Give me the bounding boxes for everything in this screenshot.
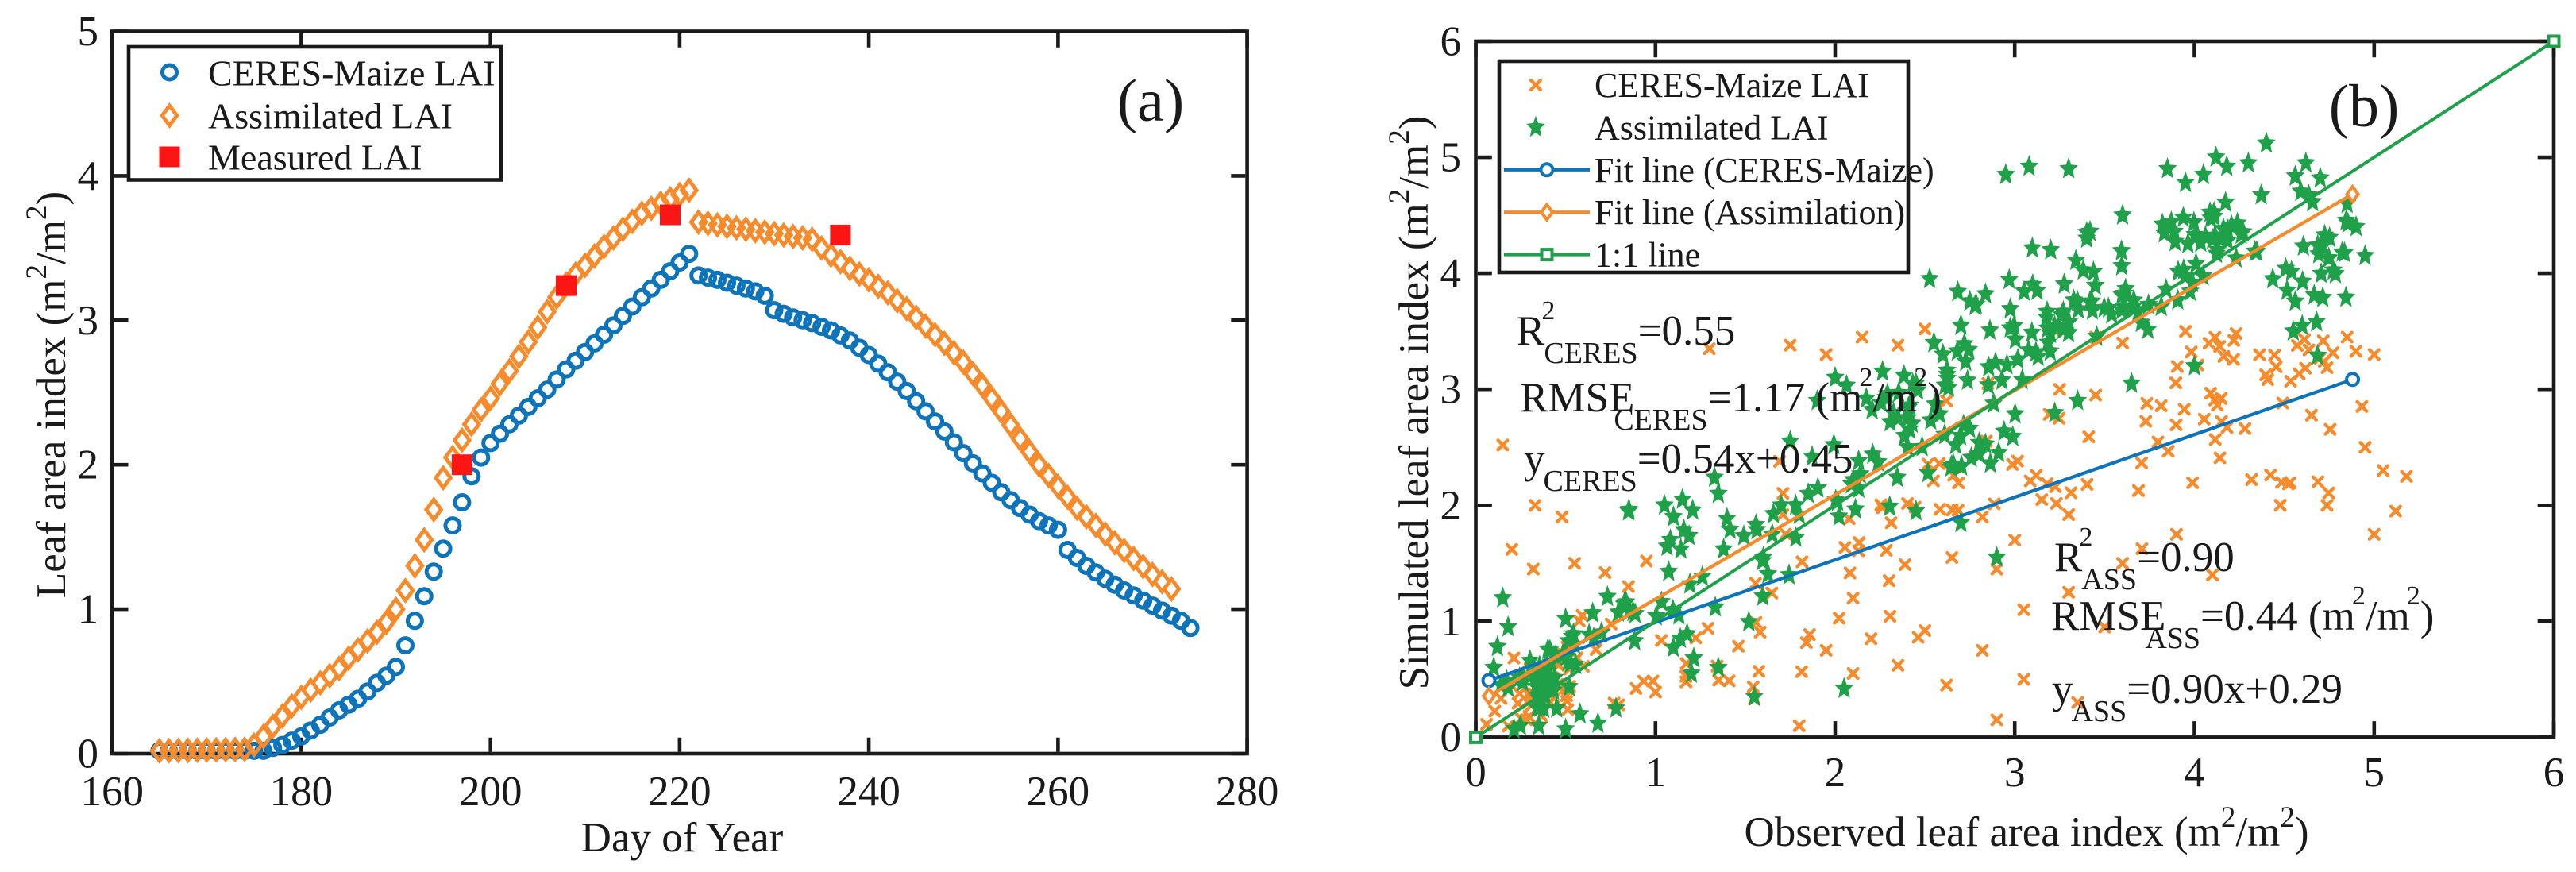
svg-text:Measured LAI: Measured LAI [208,137,422,178]
svg-text:3: 3 [78,298,99,344]
svg-text:2: 2 [1825,750,1846,796]
svg-text:0: 0 [78,731,99,777]
svg-text:Day of Year: Day of Year [581,815,784,861]
svg-text:200: 200 [459,769,523,815]
svg-text:180: 180 [270,769,334,815]
svg-text:240: 240 [837,769,900,815]
svg-text:1:1 line: 1:1 line [1595,236,1700,275]
svg-text:1: 1 [78,587,99,633]
svg-text:5: 5 [78,9,99,55]
svg-text:4: 4 [2184,750,2205,796]
svg-text:yASS=0.90x+0.29: yASS=0.90x+0.29 [2052,666,2343,728]
svg-text:RMSEASS=0.44 (m2/m2): RMSEASS=0.44 (m2/m2) [2051,581,2434,655]
svg-text:Observed leaf area index (m2/m: Observed leaf area index (m2/m2) [1745,801,2309,855]
svg-text:1: 1 [1645,750,1667,796]
svg-text:Assimilated LAI: Assimilated LAI [208,96,453,137]
svg-text:CERES-Maize LAI: CERES-Maize LAI [1595,66,1869,105]
svg-text:6: 6 [1440,19,1462,65]
svg-text:CERES-Maize LAI: CERES-Maize LAI [208,53,496,94]
svg-text:5: 5 [1440,135,1462,181]
svg-text:160: 160 [80,769,144,815]
svg-text:6: 6 [2543,750,2565,796]
svg-text:Simulated leaf area index (m2/: Simulated leaf area index (m2/m2) [1383,116,1437,690]
svg-text:Assimilated LAI: Assimilated LAI [1595,108,1829,147]
svg-text:260: 260 [1027,769,1090,815]
svg-text:1: 1 [1440,599,1462,645]
svg-text:280: 280 [1216,769,1279,815]
svg-text:yCERES=0.54x+0.45: yCERES=0.54x+0.45 [1524,436,1853,498]
svg-text:3: 3 [1440,367,1462,413]
svg-text:4: 4 [78,153,99,199]
svg-text:(b): (b) [2329,73,2400,140]
svg-text:3: 3 [2004,750,2026,796]
svg-text:RMSECERES=1.17 (m2/m2): RMSECERES=1.17 (m2/m2) [1520,363,1942,437]
svg-text:Fit line (Assimilation): Fit line (Assimilation) [1595,193,1905,232]
svg-text:2: 2 [78,442,99,488]
svg-text:0: 0 [1465,750,1487,796]
svg-text:Fit line (CERES-Maize): Fit line (CERES-Maize) [1595,151,1934,190]
svg-text:0: 0 [1440,715,1462,761]
svg-text:220: 220 [648,769,711,815]
svg-text:5: 5 [2364,750,2385,796]
svg-text:2: 2 [1440,483,1462,529]
svg-text:(a): (a) [1117,68,1184,134]
svg-text:4: 4 [1440,251,1462,297]
svg-text:Leaf area index (m2/m2): Leaf area index (m2/m2) [21,191,75,598]
